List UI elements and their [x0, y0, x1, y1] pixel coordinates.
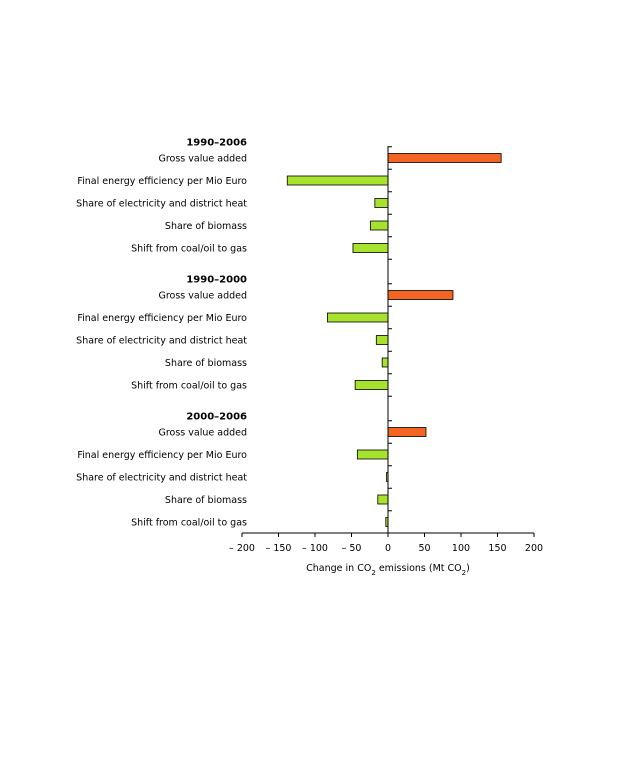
- x-tick-label: 100: [452, 543, 470, 554]
- category-label: Gross value added: [158, 154, 247, 165]
- bar: [352, 243, 389, 253]
- bar: [327, 312, 389, 323]
- x-tick-label: – 50: [342, 543, 362, 554]
- bar: [387, 427, 427, 437]
- bar: [375, 335, 389, 345]
- x-tick-label: – 200: [229, 543, 255, 554]
- category-labels: 1990–2006 Gross value added Final energy e…: [76, 138, 247, 529]
- category-label: Shift from coal/oil to gas: [131, 518, 247, 529]
- bars: [286, 153, 502, 527]
- x-tick-label: 50: [418, 543, 430, 554]
- axis-title-part: emissions (Mt CO: [376, 563, 462, 574]
- category-label: Share of electricity and district heat: [76, 199, 247, 210]
- category-label: Final energy efficiency per Mio Euro: [77, 176, 247, 187]
- category-label: Shift from coal/oil to gas: [131, 244, 247, 255]
- axis-title-part: ): [466, 563, 470, 574]
- subscript: 2: [462, 569, 466, 577]
- bar: [286, 175, 389, 186]
- category-label: Share of biomass: [165, 221, 247, 232]
- category-label: Share of biomass: [165, 358, 247, 369]
- x-tick-label: – 150: [266, 543, 292, 554]
- x-tick-label: – 100: [302, 543, 328, 554]
- bar: [354, 380, 389, 390]
- bar: [370, 220, 389, 231]
- category-label: Final energy efficiency per Mio Euro: [77, 450, 247, 461]
- axes: – 200 – 150 – 100 – 50 0 50 100 150 200: [229, 146, 543, 554]
- group-label: 2000–2006: [186, 412, 247, 423]
- group-label: 1990–2000: [186, 275, 247, 286]
- category-label: Share of biomass: [165, 495, 247, 506]
- category-label: Gross value added: [158, 291, 247, 302]
- category-label: Gross value added: [158, 428, 247, 439]
- category-label: Share of electricity and district heat: [76, 336, 247, 347]
- category-label: Final energy efficiency per Mio Euro: [77, 313, 247, 324]
- category-label: Shift from coal/oil to gas: [131, 381, 247, 392]
- bar: [381, 357, 389, 368]
- group-label: 1990–2006: [186, 138, 247, 149]
- x-tick-label: 200: [525, 543, 543, 554]
- axis-title-part: Change in CO: [306, 563, 371, 574]
- subscript: 2: [371, 569, 375, 577]
- x-tick-label: 150: [488, 543, 506, 554]
- bar: [387, 153, 502, 163]
- x-axis-title: Change in CO2 emissions (Mt CO2): [306, 563, 470, 577]
- bar: [387, 290, 454, 300]
- bar: [356, 449, 389, 460]
- bar: [377, 494, 389, 505]
- x-tick-label: 0: [385, 543, 391, 554]
- x-axis-ticks: – 200 – 150 – 100 – 50 0 50 100 150 200: [229, 146, 543, 554]
- category-label: Share of electricity and district heat: [76, 473, 247, 484]
- bar: [374, 198, 389, 208]
